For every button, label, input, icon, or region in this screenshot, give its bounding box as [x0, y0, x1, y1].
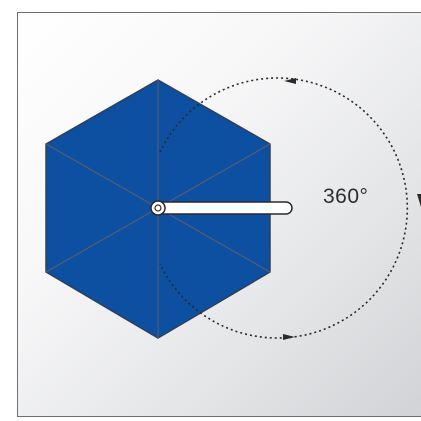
rotation-arc [159, 77, 409, 339]
canopy-rib [45, 143, 159, 209]
rotation-arrow-top-icon [284, 78, 296, 84]
canopy-rib [45, 207, 159, 273]
canopy-ribs [45, 80, 271, 338]
rotation-arrow-bottom-icon [283, 334, 295, 340]
canopy-rib [157, 143, 271, 209]
rotation-arrow-right-icon [417, 194, 421, 207]
rotation-label: 360° [323, 185, 369, 208]
canopy-rib [157, 207, 271, 273]
pole-arm [150, 200, 293, 216]
